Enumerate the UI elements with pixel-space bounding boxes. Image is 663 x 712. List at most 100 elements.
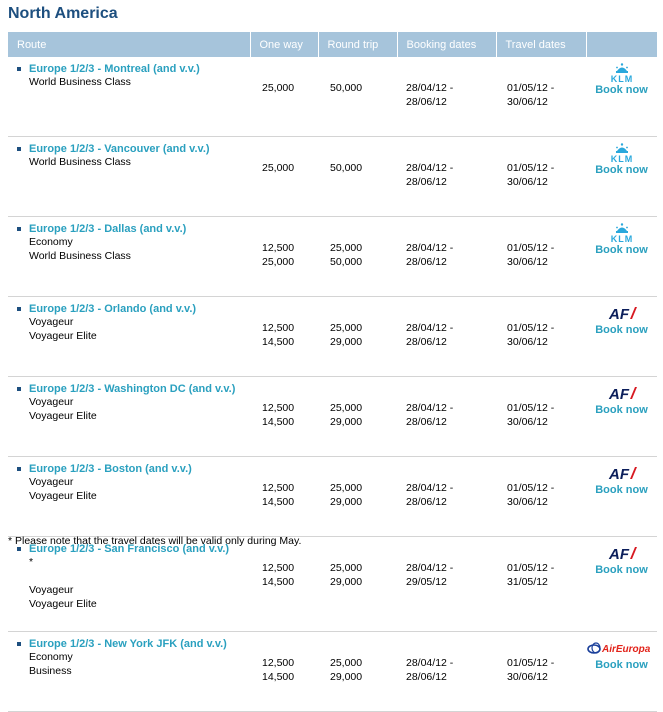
one-way-value: 25,000 [262,82,295,94]
table-row: Europe 1/2/3 - Dallas (and v.v.) Economy W… [8,216,657,297]
one-way-value: 12,500 [262,657,295,669]
airline-logo: AF [586,383,657,403]
route-label: Europe 1/2/3 - Washington DC (and v.v.) [29,383,236,395]
route-link[interactable]: Europe 1/2/3 - New York JFK (and v.v.) [17,638,227,650]
book-now-link[interactable]: Book now [595,484,648,496]
one-way-value: 12,500 [262,482,295,494]
travel-dates-cell: 01/05/12 - 30/06/12 [496,57,586,137]
airline-cell: AF Book now [586,296,657,377]
round-trip-value: 29,000 [330,671,363,683]
route-label: Europe 1/2/3 - Montreal (and v.v.) [29,63,200,75]
travel-date: 30/06/12 [507,336,548,348]
bullet-icon [17,642,21,646]
table-row: Europe 1/2/3 - Orlando (and v.v.) Voyageu… [8,296,657,377]
airline-logo: AF [586,543,657,563]
route-link[interactable]: Europe 1/2/3 - Vancouver (and v.v.) [17,143,210,155]
route-link[interactable]: Europe 1/2/3 - Boston (and v.v.) [17,463,192,475]
fare-class-label: World Business Class [29,156,131,168]
airline-logo: KLM [586,143,657,163]
bullet-icon [17,387,21,391]
one-way-cell: 12,500 14,500 [250,296,318,377]
one-way-value: 14,500 [262,416,295,428]
airline-cell: AF Book now [586,456,657,537]
booking-dates-cell: 28/04/12 - 28/06/12 [397,376,496,457]
route-cell: Europe 1/2/3 - Vancouver (and v.v.) World… [8,136,250,217]
travel-date: 01/05/12 - [507,402,555,414]
airline-cell: AF Book now [586,376,657,457]
airline-cell: KLM Book now [586,57,657,137]
route-link[interactable]: Europe 1/2/3 - Orlando (and v.v.) [17,303,196,315]
air-france-logo-icon: AF [608,546,637,561]
col-header-route: Route [8,32,251,57]
booking-date: 28/04/12 - [406,657,454,669]
footnote-marker: * [29,556,34,568]
route-link[interactable]: Europe 1/2/3 - Washington DC (and v.v.) [17,383,235,395]
booking-dates-cell: 28/04/12 - 28/06/12 [397,57,496,137]
col-header-one-way: One way [250,32,319,57]
round-trip-value: 25,000 [330,402,363,414]
bullet-icon [17,227,21,231]
airline-cell: KLM Book now [586,216,657,297]
air-france-logo-icon: AF [608,386,637,401]
route-cell: Europe 1/2/3 - Montreal (and v.v.) World … [8,57,250,137]
table-row: Europe 1/2/3 - Boston (and v.v.) Voyageur… [8,456,657,537]
travel-date: 01/05/12 - [507,562,555,574]
klm-logo-icon: KLM [610,223,632,243]
airline-logo: KLM [586,63,657,83]
travel-date: 30/06/12 [507,96,548,108]
round-trip-value: 25,000 [330,482,363,494]
one-way-cell: 25,000 [250,136,318,217]
klm-logo-icon: KLM [610,63,632,83]
page-title: North America [8,5,118,22]
one-way-cell: 25,000 [250,57,318,137]
airline-logo: AF [586,463,657,483]
round-trip-cell: 25,000 29,000 [318,631,397,712]
round-trip-value: 29,000 [330,416,363,428]
fare-class-label: Voyageur [29,476,74,488]
travel-date: 01/05/12 - [507,162,555,174]
round-trip-cell: 25,000 29,000 [318,376,397,457]
booking-dates-cell: 28/04/12 - 28/06/12 [397,631,496,712]
fare-class-label: Voyageur [29,316,74,328]
book-now-link[interactable]: Book now [595,659,648,671]
route-link[interactable]: Europe 1/2/3 - Dallas (and v.v.) [17,223,186,235]
booking-date: 28/04/12 - [406,322,454,334]
svg-text:AF: AF [608,546,630,561]
round-trip-cell: 25,000 29,000 [318,456,397,537]
book-now-link[interactable]: Book now [595,564,648,576]
booking-date: 28/04/12 - [406,402,454,414]
booking-date: 28/06/12 [406,96,447,108]
fare-class-label: World Business Class [29,76,131,88]
book-now-link[interactable]: Book now [595,84,648,96]
route-cell: Europe 1/2/3 - Dallas (and v.v.) Economy W… [8,216,250,297]
one-way-value: 14,500 [262,576,295,588]
round-trip-value: 29,000 [330,336,363,348]
bullet-icon [17,67,21,71]
round-trip-value: 25,000 [330,657,363,669]
col-header-booking-dates: Booking dates [397,32,497,57]
travel-dates-cell: 01/05/12 - 30/06/12 [496,376,586,457]
table-row: Europe 1/2/3 - Washington DC (and v.v.) V… [8,376,657,457]
one-way-value: 12,500 [262,242,295,254]
bullet-icon [17,147,21,151]
book-now-link[interactable]: Book now [595,164,648,176]
bullet-icon [17,547,21,551]
book-now-link[interactable]: Book now [595,324,648,336]
one-way-value: 14,500 [262,671,295,683]
fare-class-label: Business [29,665,72,677]
route-label: Europe 1/2/3 - Orlando (and v.v.) [29,303,197,315]
one-way-value: 12,500 [262,402,295,414]
travel-date: 30/06/12 [507,256,548,268]
round-trip-value: 50,000 [330,82,363,94]
svg-text:AF: AF [608,466,630,481]
route-link[interactable]: Europe 1/2/3 - Montreal (and v.v.) [17,63,200,75]
fares-table: Route One way Round trip Booking dates T… [8,32,657,712]
svg-text:KLM: KLM [610,154,633,163]
book-now-link[interactable]: Book now [595,404,648,416]
round-trip-cell: 50,000 [318,57,397,137]
table-row: Europe 1/2/3 - Montreal (and v.v.) World … [8,57,657,137]
route-cell: Europe 1/2/3 - Orlando (and v.v.) Voyageu… [8,296,250,377]
book-now-link[interactable]: Book now [595,244,648,256]
air-france-logo-icon: AF [608,306,637,321]
route-label: Europe 1/2/3 - New York JFK (and v.v.) [29,638,227,650]
